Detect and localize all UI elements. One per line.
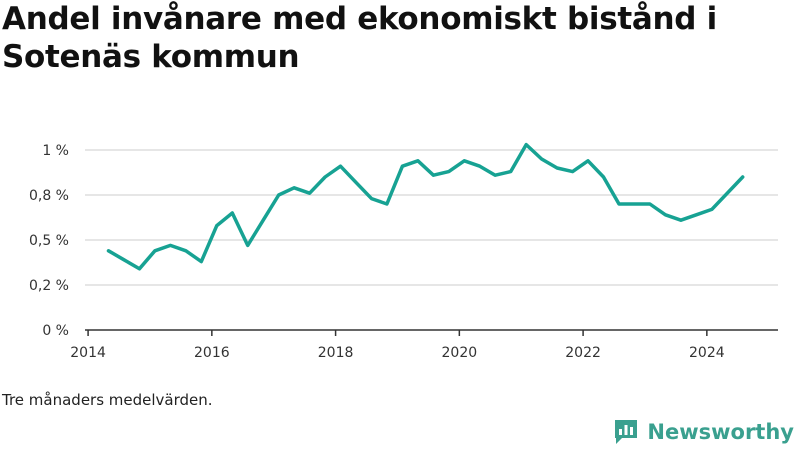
line-chart: 0 %0,2 %0,5 %0,8 %1 % 2014 2016 2018 2020 20… bbox=[29, 142, 778, 361]
brand-name: Newsworthy bbox=[647, 420, 794, 444]
x-tick-label: 2014 bbox=[70, 345, 106, 361]
bar-chart-logo-icon bbox=[615, 420, 638, 444]
x-tick-label: 2016 bbox=[194, 345, 230, 361]
y-axis-tick-labels: 0 % 0,2 % 0,5 % 0,8 % 1 % bbox=[29, 143, 69, 339]
y-tick-label: 0 % bbox=[42, 323, 69, 339]
x-axis-tick-labels: 2014 2016 2018 2020 2022 2024 bbox=[70, 345, 724, 361]
x-tick-label: 2022 bbox=[565, 345, 601, 361]
x-tick-label: 2020 bbox=[442, 345, 478, 361]
y-tick-label: 0,5 % bbox=[29, 233, 69, 249]
footnote: Tre månaders medelvärden. bbox=[2, 391, 213, 409]
chart-title: Andel invånare med ekonomiskt bistånd i … bbox=[2, 1, 717, 75]
series-group bbox=[106, 142, 745, 271]
brand: Newsworthy bbox=[613, 418, 794, 446]
y-tick-label: 0,2 % bbox=[29, 278, 69, 294]
y-tick-label: 1 % bbox=[42, 143, 69, 159]
series-line bbox=[106, 142, 745, 271]
x-tick-label: 2024 bbox=[689, 345, 725, 361]
x-tick-label: 2018 bbox=[318, 345, 354, 361]
x-axis bbox=[85, 329, 778, 336]
grid-lines bbox=[85, 149, 778, 286]
y-tick-label: 0,8 % bbox=[29, 188, 69, 204]
